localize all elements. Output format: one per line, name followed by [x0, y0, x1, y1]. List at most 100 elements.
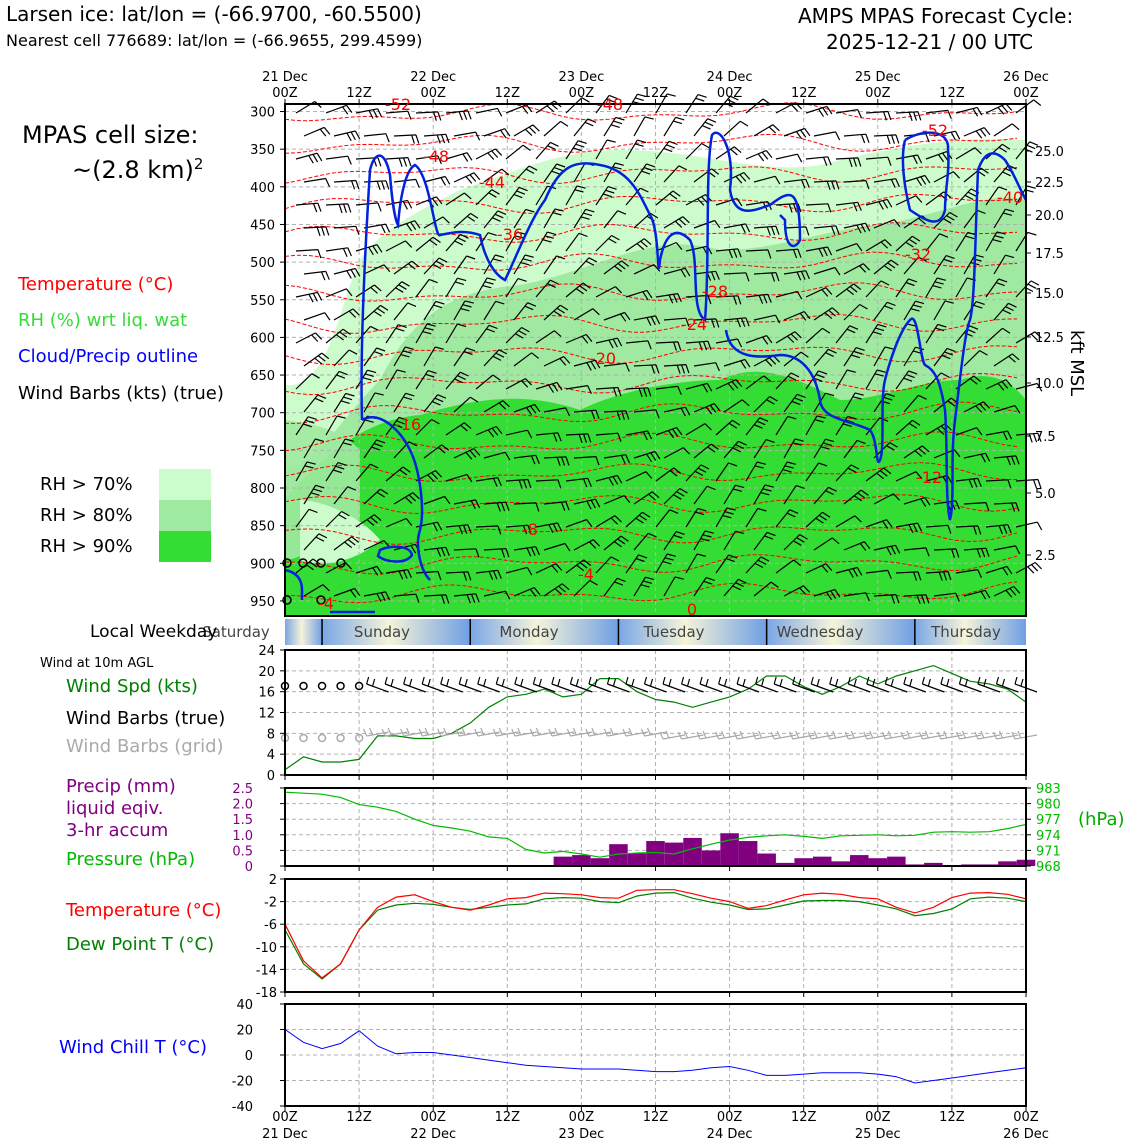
- wind-barb-true: [495, 676, 519, 693]
- precip-bar: [609, 844, 628, 866]
- wind-barb-true: [903, 676, 927, 693]
- wind-barb-true: [773, 676, 797, 693]
- wind-barb: [385, 466, 411, 482]
- wind-barb: [513, 208, 535, 229]
- wind-barb-true: [755, 676, 778, 693]
- wind-barb: [715, 295, 742, 305]
- wind-barb: [483, 168, 510, 183]
- wind-barb: [475, 189, 500, 206]
- wind-barb: [955, 427, 983, 436]
- wind-barb: [483, 128, 511, 138]
- wind-barb: [573, 208, 595, 229]
- wind-barb-true: [921, 676, 945, 693]
- wind-barb: [603, 454, 630, 464]
- wind-barb: [423, 257, 448, 275]
- kft-msl-axis-label: kft MSL: [1066, 330, 1087, 397]
- wind-barb: [933, 211, 958, 229]
- wind-barb-true: [440, 676, 463, 693]
- wind-barb: [295, 508, 318, 528]
- wind-barb: [633, 491, 660, 505]
- wind-barb: [723, 223, 751, 234]
- wind-barb-true: [403, 676, 426, 693]
- wind-barb: [693, 443, 719, 459]
- wind-barb: [663, 267, 691, 278]
- bottom-time-tick-label: 00Z: [1013, 1110, 1039, 1125]
- wind-barb: [363, 488, 389, 505]
- wind-barb-true: [792, 676, 815, 693]
- wind-barb: [415, 570, 442, 581]
- wind-barb: [993, 302, 1017, 321]
- wind-barb: [805, 370, 828, 390]
- pressure-line: [284, 791, 1027, 858]
- wind-barb: [843, 263, 871, 275]
- wind-barb: [895, 522, 923, 533]
- wind-barb: [985, 479, 1012, 489]
- wind-barb-grid: [955, 730, 982, 740]
- wind-barb: [543, 456, 570, 466]
- wind-barb: [355, 565, 383, 576]
- wind-barb-true: [588, 676, 612, 693]
- wind-barb: [805, 105, 833, 117]
- wind-barb-grid: [789, 730, 815, 740]
- wind-barb: [963, 589, 991, 600]
- wind-barb: [933, 171, 961, 183]
- wind-barb: [453, 212, 479, 229]
- wind-barb-grid: [974, 730, 1001, 740]
- wind-barb: [325, 328, 351, 344]
- wind-barb: [445, 192, 472, 206]
- precip-bar: [887, 856, 906, 866]
- precip-bar: [683, 837, 702, 866]
- chill-ytick-label: 20: [236, 1024, 253, 1039]
- wind-barb: [483, 548, 510, 558]
- weekday-name: Sunday: [354, 623, 410, 641]
- wind-barb: [595, 186, 617, 206]
- wind-barb: [633, 532, 657, 551]
- temp-panel-temp-label: Temperature (°C): [66, 900, 222, 921]
- wind-barb: [843, 303, 868, 321]
- wind-barb-grid: [696, 730, 723, 740]
- wind-barb: [423, 444, 450, 459]
- pressure-tick-label: 650: [250, 369, 275, 384]
- wind-barb: [363, 439, 386, 459]
- wind-barb: [663, 447, 691, 459]
- wind-barb-grid: [677, 730, 704, 740]
- height-tick-label: 15.0: [1035, 287, 1064, 302]
- wind-barb: [745, 375, 772, 390]
- wind-barb: [993, 254, 1015, 275]
- wind-barb: [295, 152, 323, 164]
- temp-ytick-label: -14: [256, 963, 277, 978]
- wind-barb: [933, 548, 960, 558]
- wind-barb: [993, 585, 1021, 598]
- calm-wind-circle-grid: [299, 733, 308, 743]
- wind-barb: [985, 430, 1013, 441]
- bottom-time-tick-label: 00Z: [420, 1110, 446, 1125]
- calm-wind-circle: [354, 681, 364, 691]
- calm-wind-circle: [316, 558, 326, 568]
- wind-barb: [925, 277, 946, 298]
- wind-barb: [775, 559, 802, 574]
- temperature-contour: [284, 193, 1018, 215]
- wind-barb: [663, 116, 685, 137]
- wind-barb: [475, 324, 498, 344]
- calm-wind-circle-grid: [336, 733, 345, 743]
- wind-barb: [483, 349, 508, 367]
- wind-barb-true: [643, 676, 667, 693]
- wind-barb: [775, 415, 797, 436]
- wind-barb: [415, 111, 442, 121]
- wind-barb: [925, 323, 947, 344]
- wind-barb: [745, 556, 770, 574]
- wind-barb: [985, 103, 1013, 115]
- wind-barb: [663, 406, 691, 417]
- wind-barb: [603, 311, 631, 322]
- wind-barb: [603, 410, 630, 421]
- wind-barb: [445, 473, 473, 483]
- wind-barb-true: [995, 676, 1019, 693]
- wind-barbs-true-label: Wind Barbs (true): [66, 708, 226, 729]
- wind-barb: [933, 130, 961, 141]
- wind-barb: [475, 277, 496, 298]
- wind-barb: [753, 272, 780, 282]
- wind-barb: [385, 157, 412, 167]
- legend-temperature: Temperature (°C): [18, 274, 174, 295]
- cell-size-number: ~(2.8 km): [72, 156, 194, 184]
- wind-barb: [333, 349, 358, 367]
